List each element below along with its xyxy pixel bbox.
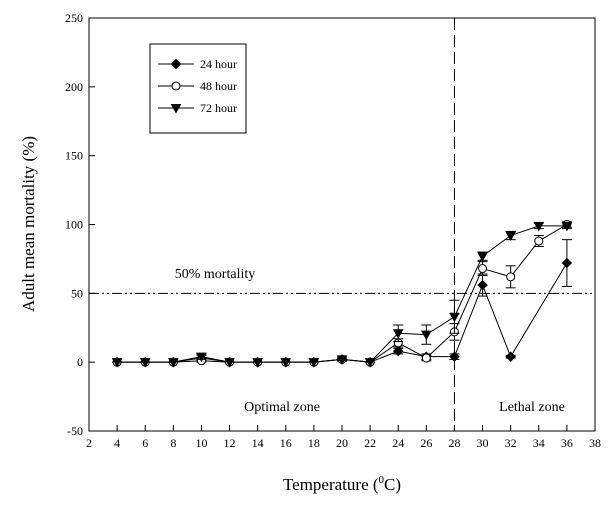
legend-marker — [170, 58, 182, 70]
data-point — [280, 358, 292, 368]
data-point — [393, 345, 404, 357]
series-72-hour — [111, 221, 573, 368]
y-tick-label: 50 — [71, 286, 83, 300]
data-point — [308, 358, 320, 368]
x-tick-label: 34 — [533, 436, 545, 450]
x-tick-label: 32 — [505, 436, 517, 450]
x-tick-label: 10 — [195, 436, 207, 450]
x-tick-label: 2 — [86, 436, 92, 450]
legend-marker — [171, 81, 181, 91]
x-axis: 2 4 6 8 10 12 14 16 18 20 22 24 26 28 30 32 34 36 38 — [86, 425, 601, 450]
legend-label: 72 hour — [200, 101, 237, 115]
legend-items: 24 hour 48 hour 72 hour — [158, 57, 237, 115]
x-axis-title-end: C) — [384, 475, 401, 494]
y-tick-label: -50 — [67, 424, 83, 438]
optimal-zone-label: Optimal zone — [244, 400, 320, 415]
threshold-label: 50% mortality — [175, 267, 256, 282]
x-tick-label: 18 — [308, 436, 320, 450]
legend-marker — [170, 104, 182, 114]
x-tick-label: 24 — [392, 436, 404, 450]
data-point — [505, 231, 517, 242]
data-point — [505, 351, 516, 362]
legend-box — [149, 43, 247, 134]
data-point — [224, 358, 235, 368]
data-point — [478, 264, 488, 274]
y-axis: -50 0 50 100 150 200 250 — [65, 11, 95, 438]
x-tick-label: 4 — [114, 436, 120, 450]
reference-lines — [89, 18, 595, 431]
data-point — [449, 312, 460, 323]
data-point — [252, 358, 264, 368]
lethal-zone-label: Lethal zone — [499, 400, 565, 415]
data-point — [533, 221, 545, 232]
data-point — [477, 279, 488, 291]
data-point — [420, 330, 432, 341]
y-tick-label: 0 — [77, 355, 83, 369]
x-tick-label: 30 — [477, 436, 489, 450]
data-point — [561, 257, 573, 269]
data-point — [139, 358, 151, 368]
data-point — [534, 236, 544, 246]
data-point — [196, 352, 207, 363]
x-axis-title: Temperature (0C) — [283, 474, 401, 494]
x-tick-label: 20 — [336, 436, 348, 450]
data-point — [167, 358, 179, 368]
x-tick-label: 16 — [280, 436, 292, 450]
x-tick-label: 8 — [170, 436, 176, 450]
x-tick-label: 12 — [224, 436, 236, 450]
x-axis-title-main: Temperature ( — [283, 475, 379, 494]
data-point — [421, 353, 431, 363]
y-tick-label: 150 — [65, 149, 83, 163]
x-tick-label: 26 — [420, 436, 432, 450]
series-layer — [111, 220, 573, 368]
x-tick-label: 22 — [364, 436, 376, 450]
y-axis-title: Adult mean mortality (%) — [19, 136, 38, 312]
data-point — [561, 221, 573, 232]
data-point — [111, 358, 123, 368]
x-tick-label: 36 — [561, 436, 573, 450]
y-tick-label: 200 — [65, 80, 83, 94]
x-tick-label: 14 — [252, 436, 264, 450]
legend-label: 24 hour — [200, 57, 237, 71]
legend: 24 hour 48 hour 72 hour — [149, 43, 247, 134]
data-point — [336, 355, 348, 365]
data-point — [449, 351, 460, 362]
x-tick-label: 38 — [589, 436, 601, 450]
data-point — [477, 252, 488, 262]
data-point — [364, 358, 376, 368]
y-tick-label: 100 — [65, 218, 83, 232]
x-tick-label: 6 — [142, 436, 148, 450]
data-point — [392, 329, 404, 339]
x-axis-title-sup: 0 — [379, 474, 385, 486]
x-tick-label: 28 — [448, 436, 460, 450]
y-tick-label: 250 — [65, 11, 83, 25]
data-point — [506, 272, 516, 282]
legend-label: 48 hour — [200, 79, 237, 93]
